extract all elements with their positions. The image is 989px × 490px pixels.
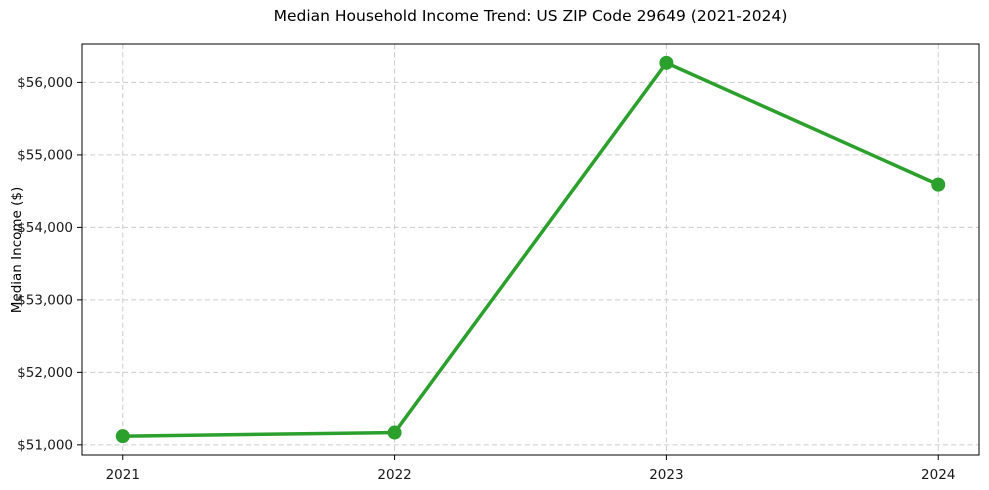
x-tick-label: 2023: [649, 467, 683, 483]
chart-title: Median Household Income Trend: US ZIP Co…: [273, 7, 788, 25]
data-point-2022: [387, 425, 402, 440]
y-tick-label: $54,000: [17, 220, 73, 236]
data-point-2021: [115, 429, 130, 444]
y-tick-label: $55,000: [17, 148, 73, 164]
y-tick-label: $53,000: [17, 293, 73, 309]
data-point-2023: [659, 55, 674, 70]
x-tick-label: 2024: [921, 467, 955, 483]
y-tick-label: $52,000: [17, 365, 73, 381]
x-tick-label: 2022: [377, 467, 411, 483]
plot-border: [81, 43, 980, 456]
data-point-2024: [931, 177, 946, 192]
trend-line: [121, 61, 940, 438]
y-tick-label: $51,000: [17, 438, 73, 454]
y-tick-label: $56,000: [17, 75, 73, 91]
x-tick-label: 2021: [106, 467, 140, 483]
